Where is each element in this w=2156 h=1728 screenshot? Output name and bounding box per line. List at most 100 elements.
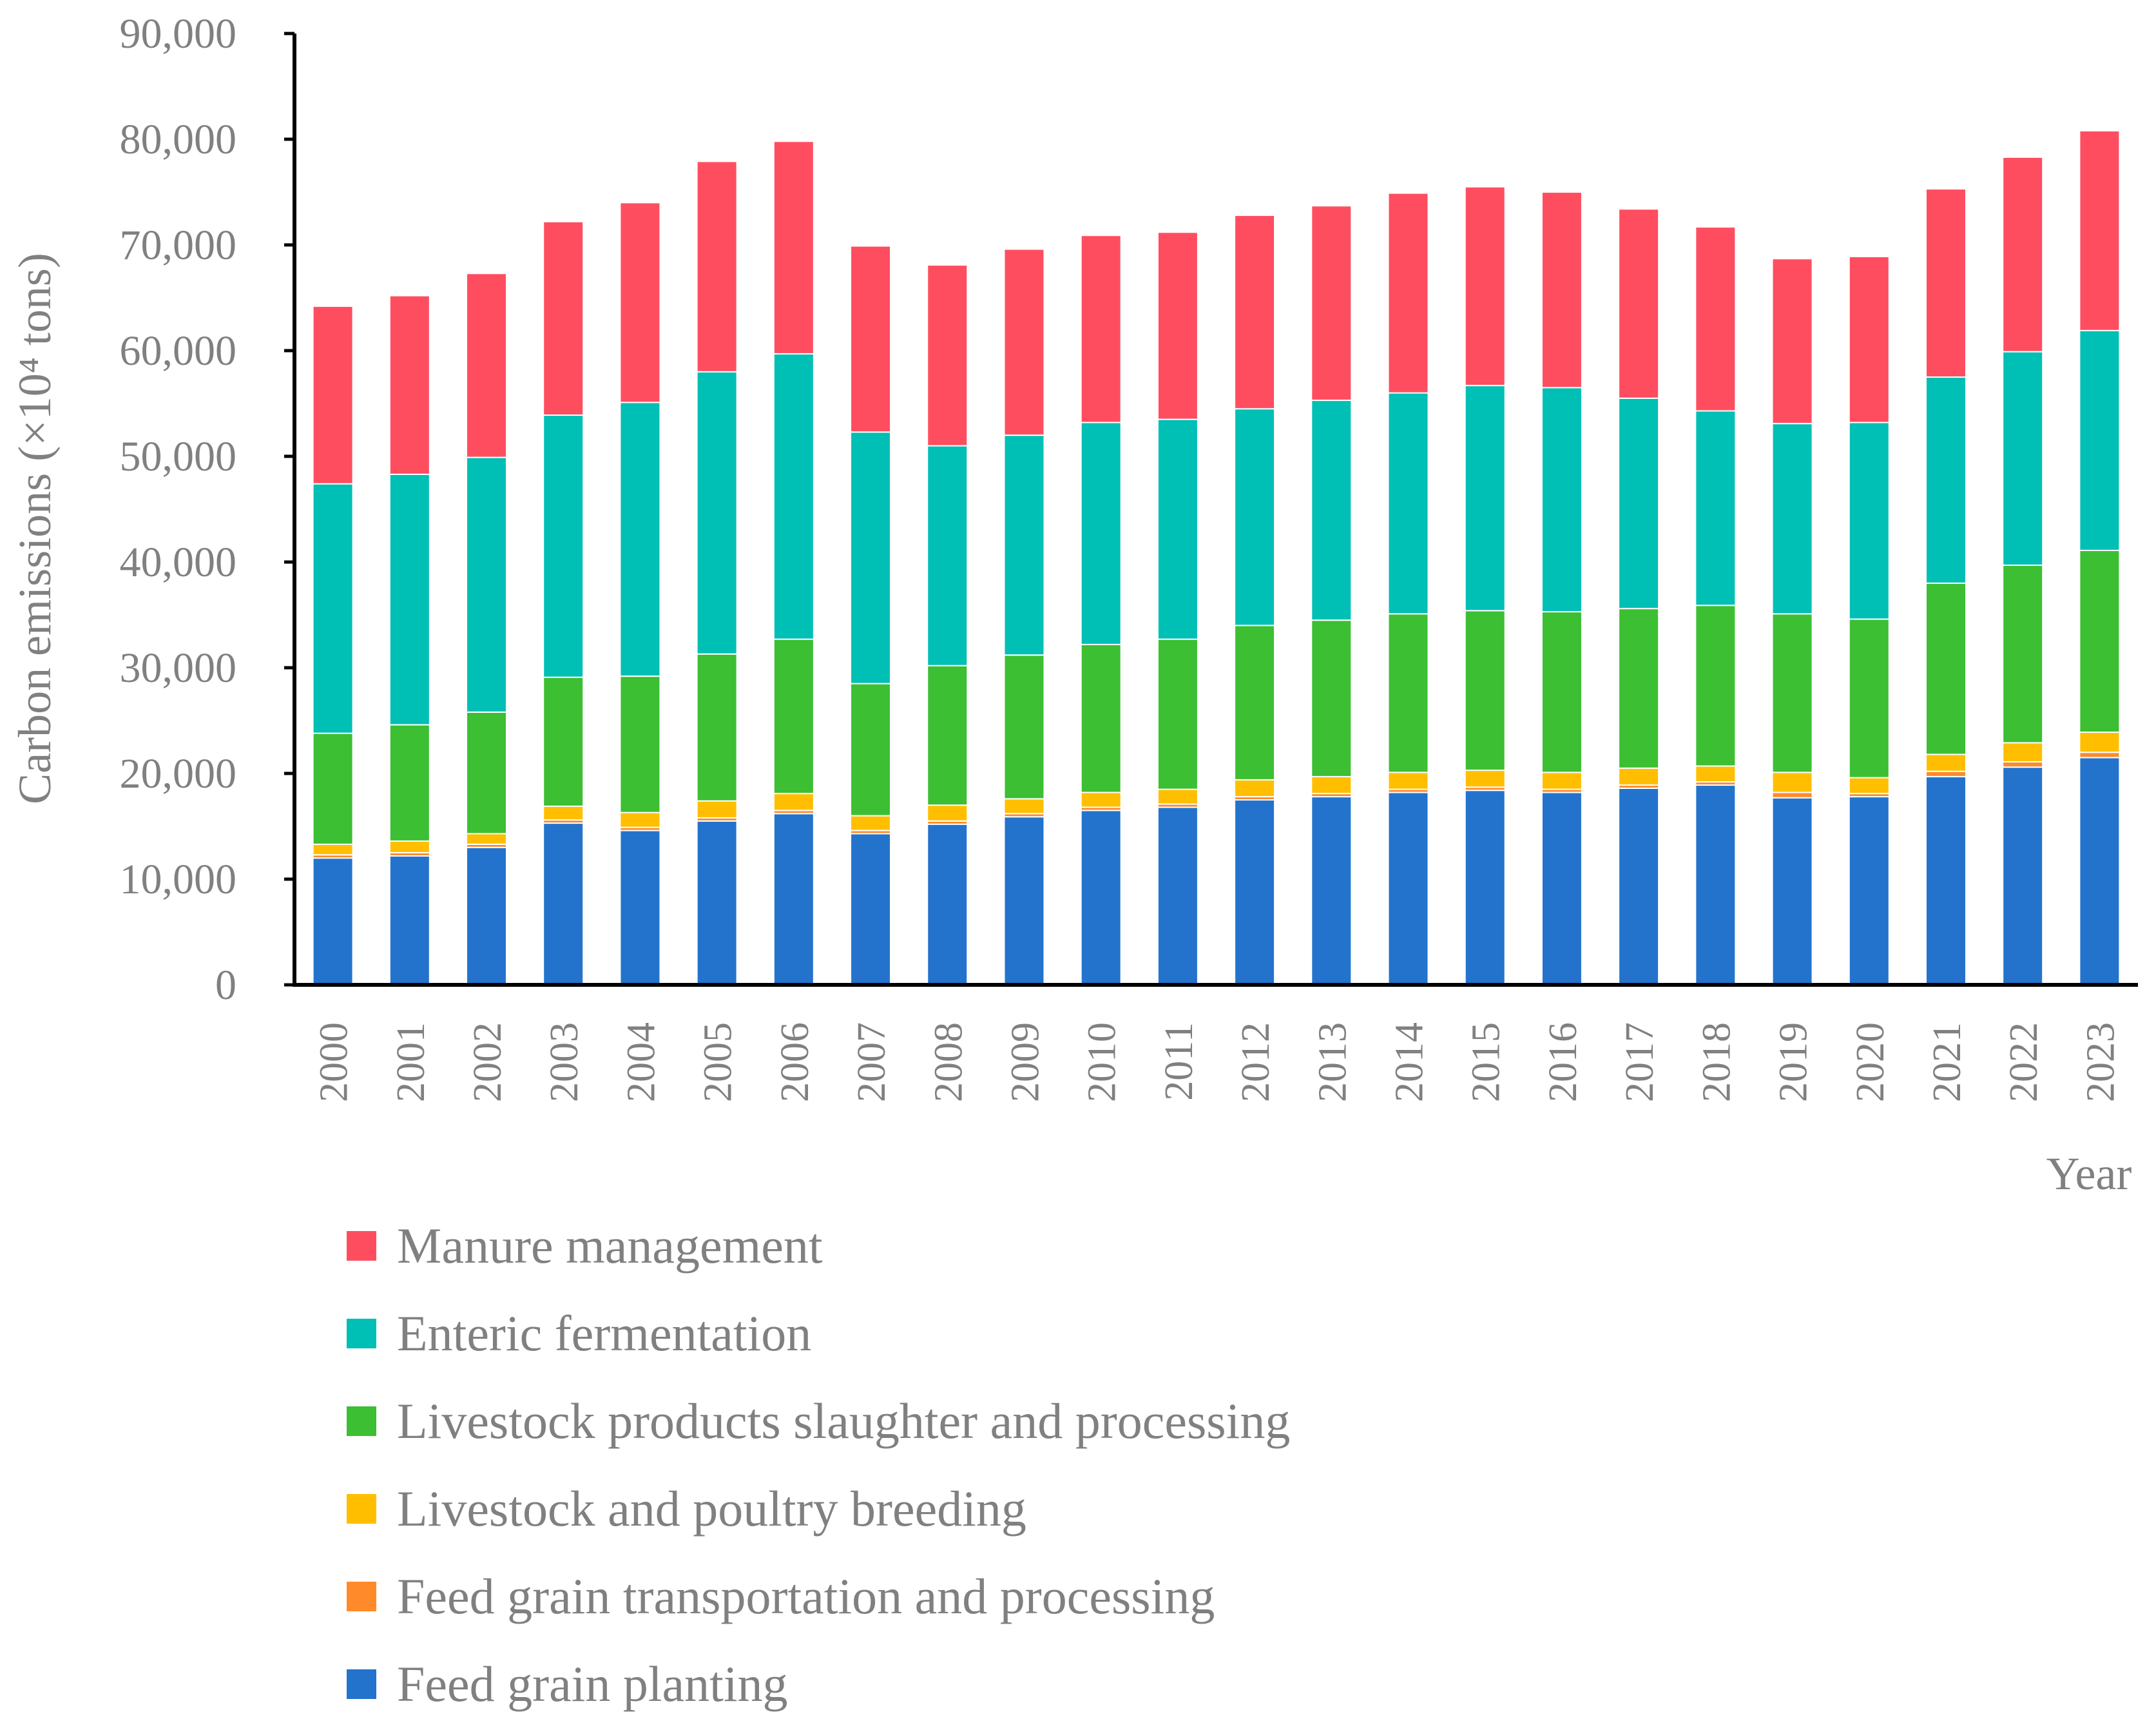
bar-segment [1848,796,1890,985]
bar-segment [466,833,508,845]
bar-segment [850,683,892,817]
bar-segment [1848,777,1890,795]
bar-segment [773,638,814,795]
bar-segment [1234,408,1276,626]
legend-label: Enteric fermentation [397,1305,812,1361]
bar-segment [773,353,814,640]
bar-segment [696,820,738,986]
legend-swatch [347,1494,376,1524]
bar-segment [2079,549,2121,733]
legend-label: Manure management [397,1218,823,1274]
bar-segment [1003,816,1045,985]
bar-segment [389,855,430,986]
bar-segment [543,220,584,416]
y-tick-label: 60,000 [120,327,237,374]
legend-item: Livestock products slaughter and process… [347,1377,1290,1465]
x-tick-label: 2020 [1849,1022,1892,1102]
y-axis-title: Carbon emissions (×10⁴ tons) [9,253,61,804]
bar-segment [927,823,968,985]
bar-segment [543,414,584,678]
bar-segment [927,264,968,447]
x-tick-label: 2017 [1618,1022,1662,1102]
x-axis-ticks: 2000 2001 2002 2003 2004 2005 2006 2007 2008 2009… [313,1022,2123,1102]
bar-segment [1848,256,1890,423]
y-tick-label: 0 [215,962,236,1009]
x-tick-label: 2022 [2002,1022,2046,1102]
bar-segment [1311,619,1352,777]
bar-segment [1695,784,1737,986]
bar-segment [850,245,892,433]
bar-segment [2002,761,2044,768]
bar-segment [389,473,430,726]
legend-item: Feed grain planting [347,1640,1290,1728]
bar-segment [1848,422,1890,620]
legend-label: Livestock products slaughter and process… [397,1393,1291,1449]
bar-segment [1464,610,1506,772]
x-tick-label: 2015 [1465,1022,1508,1102]
bar-segment [2079,757,2121,986]
bar-segment [1387,791,1429,986]
bar-segment [389,724,430,842]
bar-segment [1925,770,1967,777]
y-tick-label: 20,000 [120,750,237,797]
bar-segment [1464,186,1506,387]
bar-segment [1695,605,1737,767]
y-tick-label: 90,000 [120,10,237,57]
bar-segment [2002,156,2044,353]
x-tick-label: 2000 [313,1022,356,1102]
bar-segment [1234,799,1276,985]
legend-swatch [347,1582,376,1611]
x-tick-label: 2004 [619,1022,663,1102]
legend-swatch [347,1319,376,1348]
bar-segment [927,665,968,806]
bar-segment [1464,770,1506,788]
bar-segment [389,295,430,475]
x-tick-label: 2007 [850,1022,894,1102]
bar-segment [2002,351,2044,566]
bar-segment [1618,787,1660,985]
bar-segment [1003,798,1045,815]
bar-segment [773,793,814,811]
bar-segment [1771,613,1813,773]
bar-segment [696,800,738,819]
bar-segment [1618,397,1660,610]
bar-segment [1157,638,1198,790]
bar-segment [1695,410,1737,607]
bar-segment [619,830,661,986]
x-tick-label: 2006 [773,1022,817,1102]
legend-item: Manure management [347,1202,1290,1290]
bar-segment [619,675,661,813]
bar-segment [1003,434,1045,656]
bar-segment [466,711,508,835]
x-tick-label: 2013 [1311,1022,1354,1102]
y-tick-label: 70,000 [120,222,237,269]
bar-segment [543,805,584,821]
x-tick-label: 2010 [1081,1022,1124,1102]
bar-segment [543,676,584,807]
bar-segment [2079,130,2121,331]
bar-segment [1080,810,1122,986]
bar-segment [2002,742,2044,762]
x-tick-label: 2001 [389,1022,433,1102]
bars-layer [312,130,2121,986]
bar-segment [927,804,968,822]
bar-segment [312,843,354,856]
bar-segment [1925,376,1967,584]
bar-segment [1080,643,1122,793]
bar-segment [1311,400,1352,621]
bar-segment [466,456,508,713]
bar-segment [1387,772,1429,790]
bar-segment [1618,608,1660,769]
x-tick-label: 2008 [927,1022,970,1102]
legend: Manure management Enteric fermentation Liv… [347,1202,1290,1728]
bar-segment [1464,385,1506,612]
bar-segment [850,431,892,684]
bar-segment [2002,564,2044,744]
y-tick-label: 30,000 [120,645,237,692]
bar-segment [1925,775,1967,986]
bar-segment [2002,766,2044,986]
legend-item: Feed grain transportation and processing [347,1553,1290,1640]
bar-segment [1618,208,1660,399]
x-tick-label: 2012 [1234,1022,1278,1102]
bar-segment [1311,796,1352,985]
